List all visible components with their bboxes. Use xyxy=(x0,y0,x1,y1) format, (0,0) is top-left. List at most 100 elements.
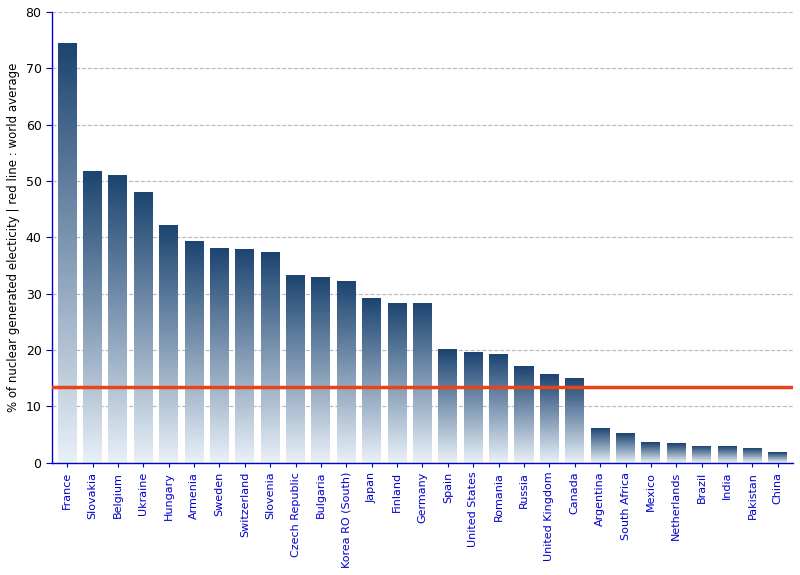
Bar xyxy=(464,408,482,409)
Bar xyxy=(261,390,280,391)
Bar xyxy=(108,309,127,311)
Bar xyxy=(311,458,330,459)
Bar xyxy=(464,422,482,423)
Bar xyxy=(362,376,382,377)
Bar xyxy=(286,289,305,290)
Bar xyxy=(235,250,254,251)
Bar xyxy=(438,389,458,390)
Bar xyxy=(134,326,153,327)
Bar xyxy=(286,281,305,282)
Bar xyxy=(58,299,77,301)
Bar xyxy=(210,259,229,260)
Bar xyxy=(58,343,77,345)
Bar xyxy=(489,462,508,463)
Bar xyxy=(108,423,127,424)
Bar xyxy=(489,446,508,447)
Bar xyxy=(235,437,254,438)
Bar xyxy=(83,201,102,203)
Bar xyxy=(362,351,382,352)
Bar xyxy=(311,359,330,360)
Bar xyxy=(108,260,127,262)
Bar xyxy=(489,412,508,413)
Bar xyxy=(159,351,178,352)
Bar xyxy=(108,441,127,443)
Bar xyxy=(58,261,77,263)
Bar xyxy=(438,401,458,402)
Bar xyxy=(438,412,458,413)
Bar xyxy=(261,302,280,303)
Bar xyxy=(108,254,127,256)
Bar xyxy=(311,365,330,366)
Bar xyxy=(413,330,432,331)
Bar xyxy=(134,420,153,422)
Bar xyxy=(413,384,432,385)
Bar xyxy=(83,238,102,239)
Bar xyxy=(185,432,203,434)
Bar xyxy=(58,278,77,280)
Bar xyxy=(108,303,127,305)
Bar xyxy=(83,361,102,362)
Bar xyxy=(464,365,482,366)
Bar xyxy=(337,302,356,303)
Bar xyxy=(235,416,254,417)
Bar xyxy=(464,441,482,442)
Bar xyxy=(362,384,382,385)
Bar xyxy=(83,204,102,206)
Bar xyxy=(134,252,153,254)
Bar xyxy=(235,285,254,286)
Bar xyxy=(286,352,305,353)
Bar xyxy=(489,380,508,381)
Bar xyxy=(210,395,229,396)
Bar xyxy=(185,307,203,308)
Bar xyxy=(311,347,330,348)
Bar xyxy=(108,256,127,257)
Bar xyxy=(337,411,356,412)
Bar xyxy=(311,305,330,306)
Bar xyxy=(83,406,102,407)
Bar xyxy=(261,317,280,319)
Bar xyxy=(58,406,77,408)
Bar xyxy=(286,333,305,334)
Bar xyxy=(185,328,203,329)
Bar xyxy=(58,200,77,202)
Bar xyxy=(261,263,280,264)
Bar xyxy=(311,457,330,458)
Bar xyxy=(159,415,178,416)
Bar xyxy=(185,459,203,461)
Bar xyxy=(311,315,330,316)
Bar xyxy=(413,327,432,328)
Bar xyxy=(58,429,77,431)
Bar xyxy=(286,460,305,461)
Bar xyxy=(438,407,458,408)
Bar xyxy=(261,447,280,448)
Bar xyxy=(58,64,77,66)
Bar xyxy=(185,439,203,440)
Bar xyxy=(286,275,305,276)
Bar xyxy=(261,336,280,338)
Bar xyxy=(134,196,153,197)
Bar xyxy=(286,417,305,419)
Bar xyxy=(413,393,432,394)
Bar xyxy=(261,368,280,369)
Bar xyxy=(108,270,127,271)
Bar xyxy=(261,428,280,429)
Bar xyxy=(413,339,432,340)
Bar xyxy=(438,392,458,393)
Bar xyxy=(58,68,77,70)
Bar xyxy=(210,283,229,285)
Bar xyxy=(337,455,356,457)
Bar xyxy=(286,294,305,295)
Bar xyxy=(438,395,458,396)
Bar xyxy=(235,297,254,298)
Bar xyxy=(235,363,254,364)
Bar xyxy=(58,345,77,347)
Bar xyxy=(464,394,482,395)
Bar xyxy=(362,312,382,313)
Bar xyxy=(387,430,406,431)
Bar xyxy=(210,312,229,313)
Bar xyxy=(387,348,406,349)
Bar xyxy=(159,260,178,262)
Bar xyxy=(185,348,203,350)
Bar xyxy=(58,240,77,242)
Bar xyxy=(235,395,254,396)
